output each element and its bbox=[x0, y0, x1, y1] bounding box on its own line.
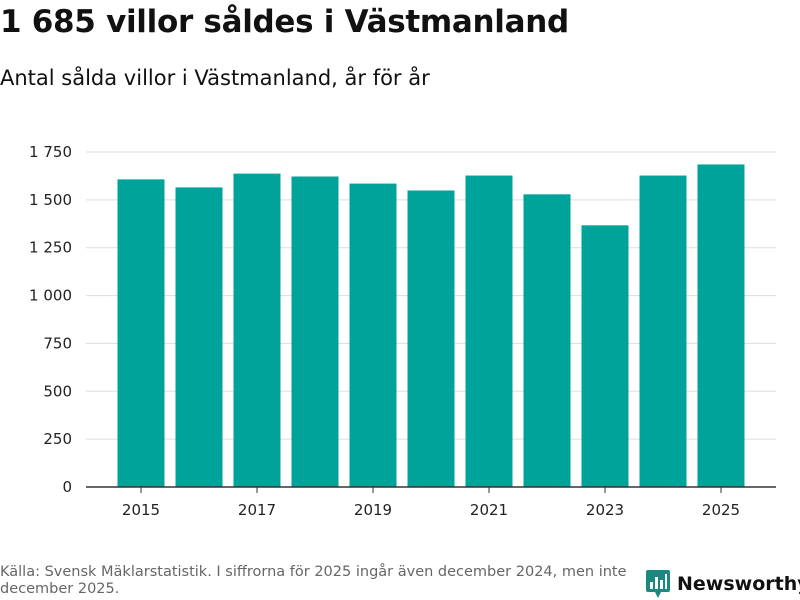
x-tick-label: 2025 bbox=[702, 501, 740, 519]
x-tick-label: 2021 bbox=[470, 501, 508, 519]
bar bbox=[697, 164, 745, 487]
y-tick-label: 500 bbox=[43, 382, 72, 400]
y-tick-label: 1 250 bbox=[29, 239, 72, 257]
y-tick-label: 1 500 bbox=[29, 191, 72, 209]
bar bbox=[175, 187, 223, 487]
bar bbox=[581, 225, 629, 487]
y-tick-label: 1 000 bbox=[29, 287, 72, 305]
newsworthy-logo-icon bbox=[646, 570, 670, 598]
brand-name: Newsworthy bbox=[677, 573, 800, 595]
chart-subtitle: Antal sålda villor i Västmanland, år för… bbox=[0, 66, 430, 90]
bar bbox=[233, 173, 281, 488]
y-tick-label: 1 750 bbox=[29, 143, 72, 161]
x-tick-label: 2017 bbox=[238, 501, 276, 519]
x-tick-label: 2023 bbox=[586, 501, 624, 519]
bar bbox=[639, 175, 687, 487]
bar-chart: 0 250 500 750 1 000 1 250 1 500 1 750 2015 2017 20… bbox=[29, 143, 776, 519]
x-tick-label: 2019 bbox=[354, 501, 392, 519]
brand-logo: Newsworthy bbox=[645, 568, 800, 600]
y-tick-label: 0 bbox=[62, 478, 72, 496]
bar bbox=[465, 175, 513, 487]
x-tick-label: 2015 bbox=[122, 501, 160, 519]
source-note: Källa: Svensk Mäklarstatistik. I siffror… bbox=[0, 564, 627, 597]
bar bbox=[117, 179, 165, 488]
bar bbox=[407, 190, 455, 487]
chart-title: 1 685 villor såldes i Västmanland bbox=[0, 4, 569, 40]
bar bbox=[349, 183, 397, 488]
y-tick-label: 750 bbox=[43, 334, 72, 352]
bar bbox=[523, 194, 571, 487]
y-tick-label: 250 bbox=[43, 430, 72, 448]
bar bbox=[291, 176, 339, 487]
